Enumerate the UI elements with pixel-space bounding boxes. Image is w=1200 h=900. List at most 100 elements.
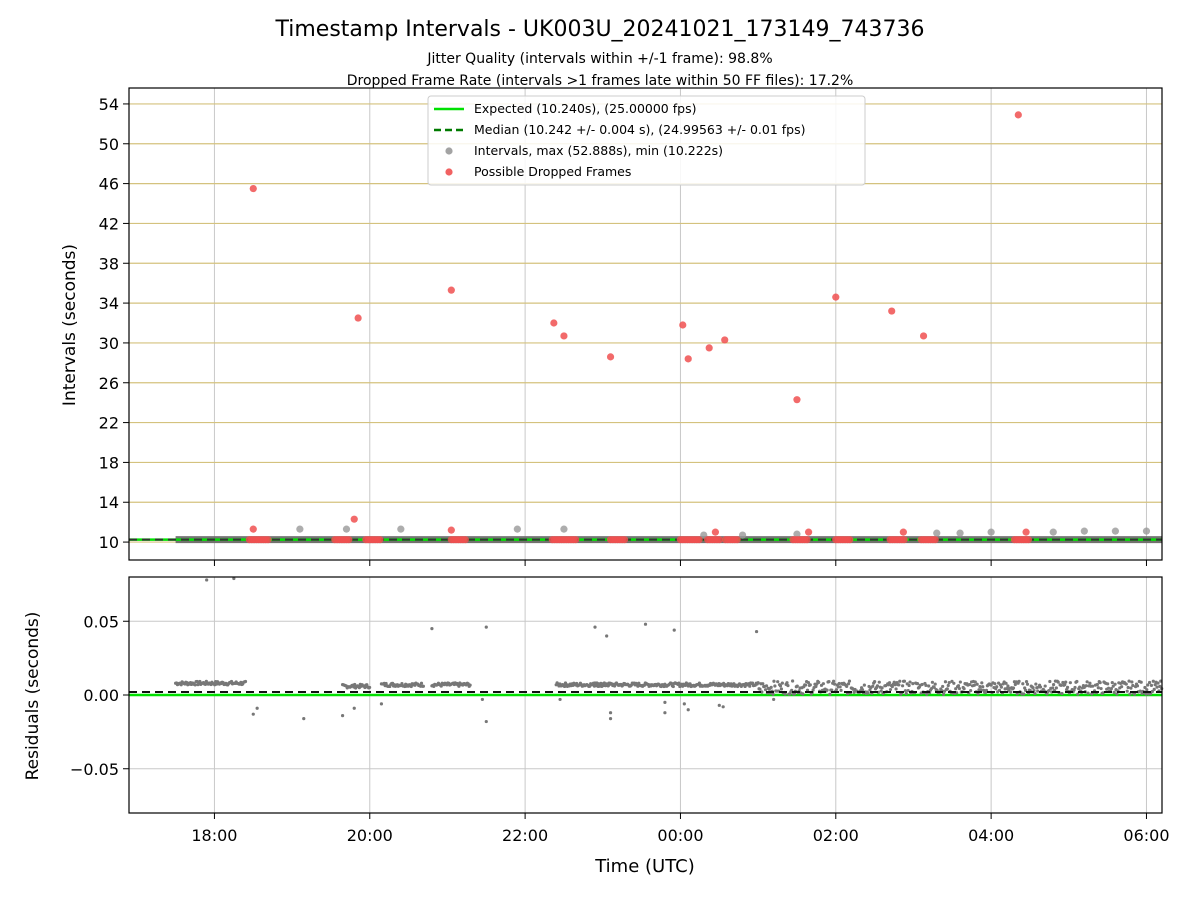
residual-point (1131, 683, 1135, 688)
dropped-frame-point (899, 528, 907, 536)
residual-point (1152, 687, 1156, 691)
dropped-frame-point (1014, 111, 1022, 119)
residual-point (1006, 684, 1010, 688)
interval-point (513, 525, 521, 533)
residual-point (875, 684, 880, 688)
residual-point (821, 682, 825, 686)
residual-point (663, 700, 667, 704)
x-tick-label: 06:00 (1123, 826, 1169, 845)
residual-point (593, 625, 597, 629)
residual-point (933, 682, 937, 686)
residual-point (1125, 689, 1129, 693)
residual-point (1115, 692, 1119, 696)
residual-point (1130, 680, 1134, 684)
residual-point (973, 680, 977, 684)
residual-point (1138, 689, 1142, 693)
chart-subtitle-jitter: Jitter Quality (intervals within +/-1 fr… (426, 51, 772, 67)
residual-point (1151, 679, 1155, 683)
residual-point (1076, 692, 1080, 696)
bottom-y-tick-label: 0.05 (83, 612, 119, 631)
residual-point (1129, 686, 1133, 690)
residual-point (791, 679, 795, 683)
residual-point (697, 681, 702, 685)
dropped-frame-point (249, 184, 257, 193)
residual-point (1158, 684, 1162, 688)
residual-point (908, 680, 912, 684)
residual-point (1051, 683, 1056, 687)
x-axis-label: Time (UTC) (594, 856, 695, 877)
residual-point (1128, 692, 1132, 696)
residual-point (1147, 680, 1152, 685)
residual-point (1098, 680, 1102, 685)
residual-point (924, 683, 928, 687)
interval-point (1111, 527, 1119, 535)
residual-point (828, 692, 832, 696)
residual-point (1126, 685, 1130, 690)
top-y-tick-label: 18 (99, 453, 119, 472)
residual-point (1061, 680, 1065, 685)
residual-point (927, 684, 931, 688)
residual-point (989, 683, 993, 687)
residual-point (608, 717, 613, 721)
x-tick-label: 22:00 (502, 826, 548, 845)
residual-point (769, 685, 773, 689)
x-tick-label: 02:00 (813, 826, 859, 845)
dropped-frame-point (447, 526, 455, 534)
residual-point (946, 683, 950, 688)
residual-point (801, 692, 805, 696)
residual-point (952, 681, 956, 685)
residual-point (972, 683, 976, 687)
residual-point (958, 680, 962, 684)
dropped-frame-point (1022, 528, 1030, 536)
top-ylabel: Intervals (seconds) (60, 244, 80, 406)
legend: Expected (10.240s), (25.00000 fps) Median… (427, 95, 866, 186)
residual-point (1146, 683, 1150, 687)
interval-point (1080, 527, 1088, 535)
residual-point (608, 711, 613, 715)
intervals-panel: 10 14 18 22 26 30 34 38 42 46 50 54 (99, 87, 1163, 566)
residual-point (975, 682, 979, 686)
residual-point (1072, 688, 1076, 692)
residual-point (906, 688, 910, 693)
residual-point (663, 711, 667, 715)
legend-swatch-dot (445, 147, 453, 155)
residual-point (1063, 683, 1067, 687)
residual-point (758, 687, 762, 691)
residual-point (764, 684, 769, 688)
residual-point (1153, 683, 1157, 687)
residual-point (760, 690, 764, 694)
residual-point (1086, 691, 1090, 695)
residual-point (772, 679, 776, 683)
residual-point (1085, 680, 1089, 684)
top-y-tick-label: 54 (99, 95, 119, 114)
residual-point (902, 679, 907, 683)
residual-point (845, 684, 849, 688)
dropped-frame-point (684, 355, 692, 363)
residual-point (677, 681, 681, 685)
residual-point (1120, 685, 1124, 689)
residual-point (779, 687, 784, 691)
residual-point (193, 683, 197, 687)
top-y-tick-label: 38 (99, 254, 119, 273)
residual-point (834, 688, 839, 692)
dropped-frame-point (721, 336, 729, 344)
residual-point (995, 685, 999, 689)
residual-point (847, 679, 852, 683)
residual-point (754, 629, 759, 634)
residual-point (943, 680, 948, 684)
residual-point (1025, 682, 1030, 686)
residual-point (925, 692, 929, 696)
residual-point (976, 692, 980, 696)
dropped-frame-point (931, 536, 939, 544)
residual-point (1068, 681, 1072, 685)
residual-point (887, 681, 892, 685)
residual-point (898, 679, 902, 683)
top-y-tick-label: 42 (99, 214, 119, 233)
residual-point (1047, 689, 1051, 693)
dropped-frame-point (606, 353, 615, 361)
top-y-tick-label: 22 (99, 414, 119, 433)
x-tick-label: 00:00 (657, 826, 703, 845)
residual-point (957, 686, 962, 691)
residual-point (1013, 682, 1017, 687)
